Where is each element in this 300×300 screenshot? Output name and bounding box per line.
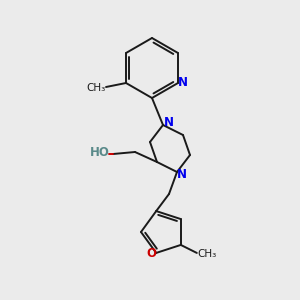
Text: HO: HO [90,146,110,160]
Text: O: O [146,248,156,260]
Text: N: N [178,76,188,89]
Text: N: N [177,169,187,182]
Text: CH₃: CH₃ [86,83,106,93]
Text: CH₃: CH₃ [197,249,216,259]
Text: N: N [164,116,174,130]
